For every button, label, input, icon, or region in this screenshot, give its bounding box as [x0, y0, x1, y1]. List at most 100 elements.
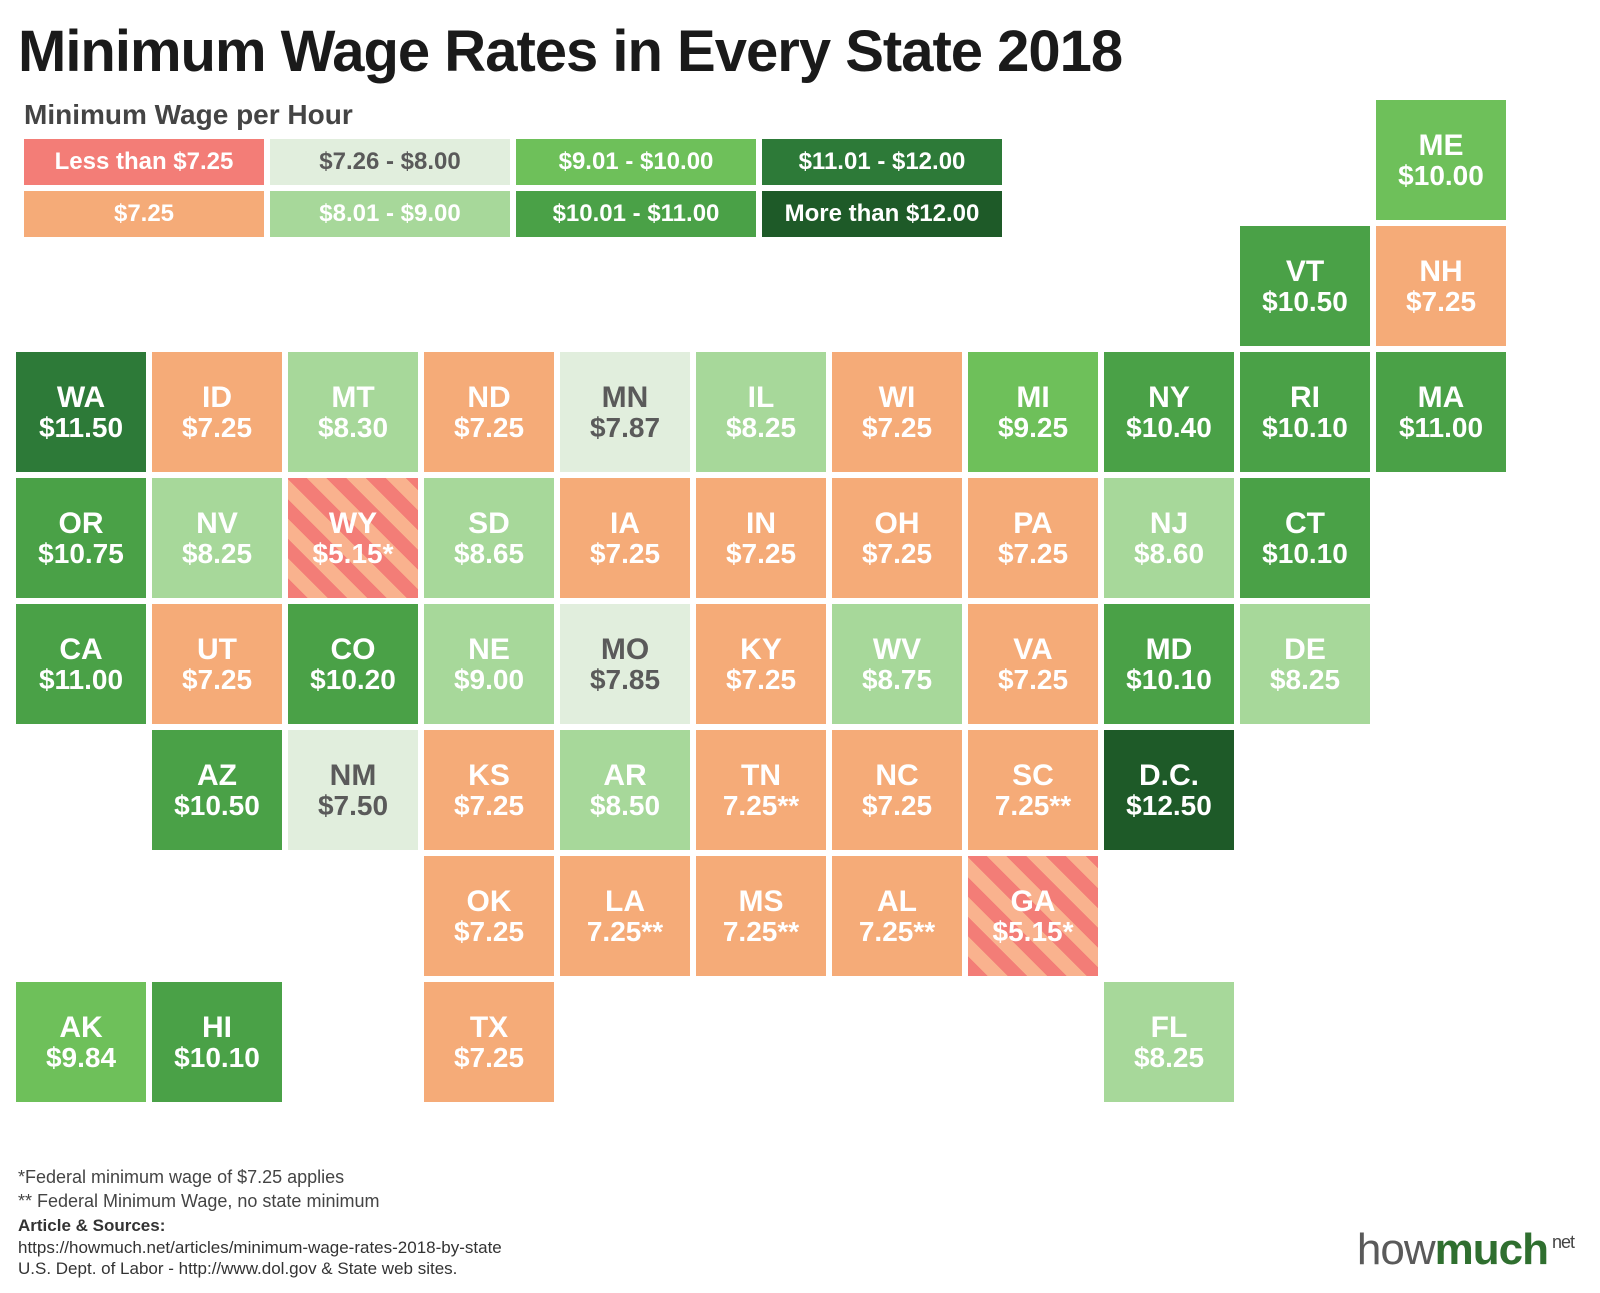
state-cell-ny: NY$10.40: [1104, 352, 1234, 472]
state-cell-hi: HI$10.10: [152, 982, 282, 1102]
state-cell-fl: FL$8.25: [1104, 982, 1234, 1102]
state-abbr: OH: [875, 508, 920, 540]
state-cell-ky: KY$7.25: [696, 604, 826, 724]
state-cell-mn: MN$7.87: [560, 352, 690, 472]
state-cell-nm: NM$7.50: [288, 730, 418, 850]
state-abbr: NH: [1419, 256, 1462, 288]
legend-swatch: More than $12.00: [762, 191, 1002, 237]
state-cell-de: DE$8.25: [1240, 604, 1370, 724]
state-abbr: OR: [59, 508, 104, 540]
state-abbr: RI: [1290, 382, 1320, 414]
state-abbr: MI: [1016, 382, 1049, 414]
state-abbr: MD: [1146, 634, 1193, 666]
state-cell-tn: TN7.25**: [696, 730, 826, 850]
state-abbr: GA: [1011, 886, 1056, 918]
state-abbr: TX: [470, 1012, 508, 1044]
state-abbr: IN: [746, 508, 776, 540]
state-cell-in: IN$7.25: [696, 478, 826, 598]
state-cell-vt: VT$10.50: [1240, 226, 1370, 346]
state-abbr: NM: [330, 760, 377, 792]
legend-swatch: $7.25: [24, 191, 264, 237]
state-abbr: CT: [1285, 508, 1325, 540]
logo-how: how: [1357, 1225, 1435, 1274]
state-abbr: IA: [610, 508, 640, 540]
footnotes: *Federal minimum wage of $7.25 applies *…: [18, 1166, 379, 1213]
state-abbr: MA: [1418, 382, 1465, 414]
state-value: $8.25: [726, 413, 796, 442]
state-abbr: AZ: [197, 760, 237, 792]
state-cell-ok: OK$7.25: [424, 856, 554, 976]
sources: Article & Sources: https://howmuch.net/a…: [18, 1215, 502, 1279]
state-cell-ga: GA$5.15*: [968, 856, 1098, 976]
state-abbr: WA: [57, 382, 105, 414]
state-abbr: KS: [468, 760, 510, 792]
state-value: $7.25: [454, 413, 524, 442]
sources-line-1: https://howmuch.net/articles/minimum-wag…: [18, 1237, 502, 1258]
state-abbr: NE: [468, 634, 510, 666]
state-cell-al: AL7.25**: [832, 856, 962, 976]
state-value: $7.25: [454, 1043, 524, 1072]
state-abbr: ID: [202, 382, 232, 414]
state-cell-mi: MI$9.25: [968, 352, 1098, 472]
state-value: $7.25: [862, 539, 932, 568]
logo-much: much: [1435, 1225, 1548, 1274]
state-value: $7.25: [998, 665, 1068, 694]
state-value: $7.25: [726, 665, 796, 694]
state-value: $7.25: [454, 917, 524, 946]
state-abbr: VA: [1013, 634, 1052, 666]
state-abbr: NV: [196, 508, 238, 540]
state-value: $7.25: [726, 539, 796, 568]
state-cell-id: ID$7.25: [152, 352, 282, 472]
footnote-2: ** Federal Minimum Wage, no state minimu…: [18, 1190, 379, 1213]
state-abbr: WI: [879, 382, 916, 414]
state-abbr: PA: [1013, 508, 1052, 540]
state-cell-or: OR$10.75: [16, 478, 146, 598]
state-value: $11.00: [1399, 413, 1483, 442]
logo: howmuchnet: [1357, 1225, 1574, 1275]
state-value: $8.30: [318, 413, 388, 442]
state-cell-sc: SC7.25**: [968, 730, 1098, 850]
state-cell-va: VA$7.25: [968, 604, 1098, 724]
state-cell-nd: ND$7.25: [424, 352, 554, 472]
state-cell-nc: NC$7.25: [832, 730, 962, 850]
state-value: 7.25**: [723, 917, 799, 946]
state-abbr: LA: [605, 886, 645, 918]
legend-swatch: Less than $7.25: [24, 139, 264, 185]
state-value: $11.00: [39, 665, 123, 694]
state-cell-nj: NJ$8.60: [1104, 478, 1234, 598]
state-value: $7.25: [182, 413, 252, 442]
state-value: $8.60: [1134, 539, 1204, 568]
state-abbr: CA: [59, 634, 102, 666]
state-abbr: MS: [739, 886, 784, 918]
state-cell-ct: CT$10.10: [1240, 478, 1370, 598]
state-cell-nh: NH$7.25: [1376, 226, 1506, 346]
legend: Minimum Wage per Hour Less than $7.25$7.…: [0, 95, 1600, 237]
state-cell-az: AZ$10.50: [152, 730, 282, 850]
state-abbr: CO: [331, 634, 376, 666]
state-cell-la: LA7.25**: [560, 856, 690, 976]
state-cell-md: MD$10.10: [1104, 604, 1234, 724]
sources-line-2: U.S. Dept. of Labor - http://www.dol.gov…: [18, 1258, 502, 1279]
state-abbr: WV: [873, 634, 921, 666]
state-value: $9.84: [46, 1043, 116, 1072]
state-abbr: MN: [602, 382, 649, 414]
state-value: $10.40: [1126, 413, 1212, 442]
state-cell-nv: NV$8.25: [152, 478, 282, 598]
state-cell-me: ME$10.00: [1376, 100, 1506, 220]
state-value: $8.25: [1134, 1043, 1204, 1072]
state-cell-ca: CA$11.00: [16, 604, 146, 724]
state-value: $8.25: [182, 539, 252, 568]
state-value: $10.50: [1262, 287, 1348, 316]
state-value: 7.25**: [587, 917, 663, 946]
state-value: $7.25: [1406, 287, 1476, 316]
state-cell-pa: PA$7.25: [968, 478, 1098, 598]
state-abbr: KY: [740, 634, 782, 666]
state-abbr: AK: [59, 1012, 102, 1044]
state-abbr: SC: [1012, 760, 1054, 792]
state-abbr: SD: [468, 508, 510, 540]
state-value: $7.25: [454, 791, 524, 820]
state-value: $8.65: [454, 539, 524, 568]
state-value: $10.10: [174, 1043, 260, 1072]
state-cell-ri: RI$10.10: [1240, 352, 1370, 472]
state-value: $7.25: [862, 791, 932, 820]
